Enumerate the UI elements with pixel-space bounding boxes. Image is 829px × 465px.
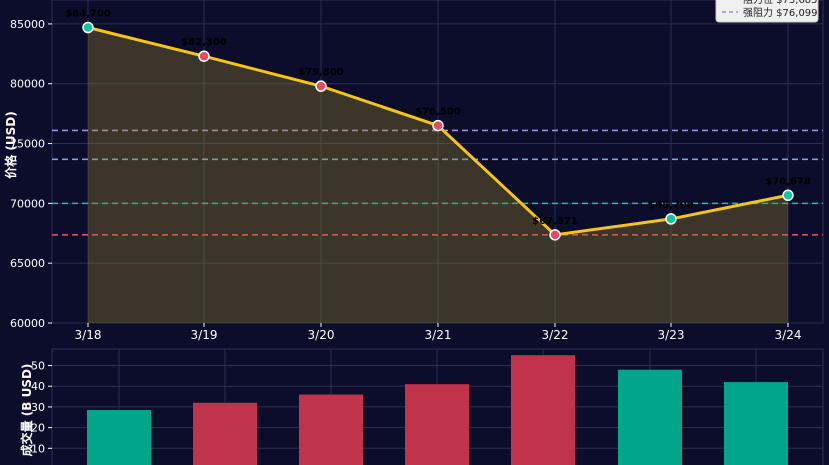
price-ytick-label: 65000 bbox=[10, 257, 45, 270]
price-xtick-label: 3/22 bbox=[542, 328, 569, 342]
price-panel: $84,700 $82,300 $79,800 $76,500 $67,371 $68,7… bbox=[3, 0, 824, 342]
price-point-label: $84,700 bbox=[65, 9, 111, 20]
price-ytick-label: 75000 bbox=[10, 138, 45, 151]
price-point-label: $76,500 bbox=[415, 107, 461, 118]
volume-ytick-label: 20 bbox=[31, 422, 45, 435]
price-point bbox=[198, 50, 210, 62]
volume-ytick-label: 50 bbox=[31, 360, 45, 373]
price-point bbox=[549, 229, 561, 241]
price-points bbox=[82, 21, 794, 241]
volume-bar bbox=[405, 384, 469, 465]
price-point-label: $79,800 bbox=[298, 67, 344, 78]
price-point bbox=[82, 21, 94, 34]
volume-panel: 10 20 30 40 50 成交量 (B USD) bbox=[19, 348, 824, 465]
price-point-label: $68,700 bbox=[648, 200, 694, 211]
price-x-ticks: 3/18 3/19 3/20 3/21 3/22 3/23 3/24 bbox=[75, 323, 802, 342]
price-xtick-label: 3/21 bbox=[425, 328, 452, 342]
price-point-labels: $84,700 $82,300 $79,800 $76,500 $67,371 $68,7… bbox=[65, 9, 811, 227]
price-xtick-label: 3/20 bbox=[308, 328, 335, 342]
price-point bbox=[665, 213, 677, 225]
price-point bbox=[432, 119, 444, 132]
volume-ytick-label: 10 bbox=[31, 442, 45, 455]
volume-bar bbox=[193, 402, 257, 465]
volume-bar bbox=[618, 369, 682, 465]
volume-bar bbox=[724, 382, 788, 465]
legend-box bbox=[715, 0, 819, 23]
volume-bars bbox=[87, 355, 788, 465]
price-area-fill bbox=[88, 27, 788, 324]
price-xtick-label: 3/24 bbox=[775, 328, 802, 342]
price-xtick-label: 3/18 bbox=[75, 328, 102, 342]
price-ytick-label: 80000 bbox=[10, 78, 45, 91]
legend-label: 阻力位 $73,685 bbox=[743, 0, 818, 6]
volume-y-ticks: 10 20 30 40 50 bbox=[31, 360, 52, 455]
price-xtick-label: 3/23 bbox=[658, 328, 685, 342]
price-ytick-label: 85000 bbox=[10, 18, 45, 31]
price-point-label: $70,678 bbox=[765, 176, 811, 187]
legend-label: 强阻力 $76,099 bbox=[743, 6, 818, 19]
price-point bbox=[782, 189, 794, 202]
price-xtick-label: 3/19 bbox=[191, 328, 218, 342]
price-ytick-label: 60000 bbox=[10, 317, 45, 330]
price-point-label: $67,371 bbox=[532, 216, 578, 227]
volume-bar bbox=[511, 355, 575, 465]
volume-bar bbox=[87, 410, 151, 465]
volume-ytick-label: 30 bbox=[31, 401, 45, 414]
price-point bbox=[315, 80, 327, 92]
price-ytick-label: 70000 bbox=[10, 197, 45, 210]
price-point-label: $82,300 bbox=[181, 37, 227, 48]
volume-bar bbox=[299, 394, 363, 465]
volume-ytick-label: 40 bbox=[31, 380, 45, 393]
price-y-axis-label: 价格 (USD) bbox=[3, 111, 18, 179]
volume-y-axis-label: 成交量 (B USD) bbox=[19, 364, 34, 457]
price-y-ticks: 60000 65000 70000 75000 80000 85000 bbox=[10, 18, 52, 330]
